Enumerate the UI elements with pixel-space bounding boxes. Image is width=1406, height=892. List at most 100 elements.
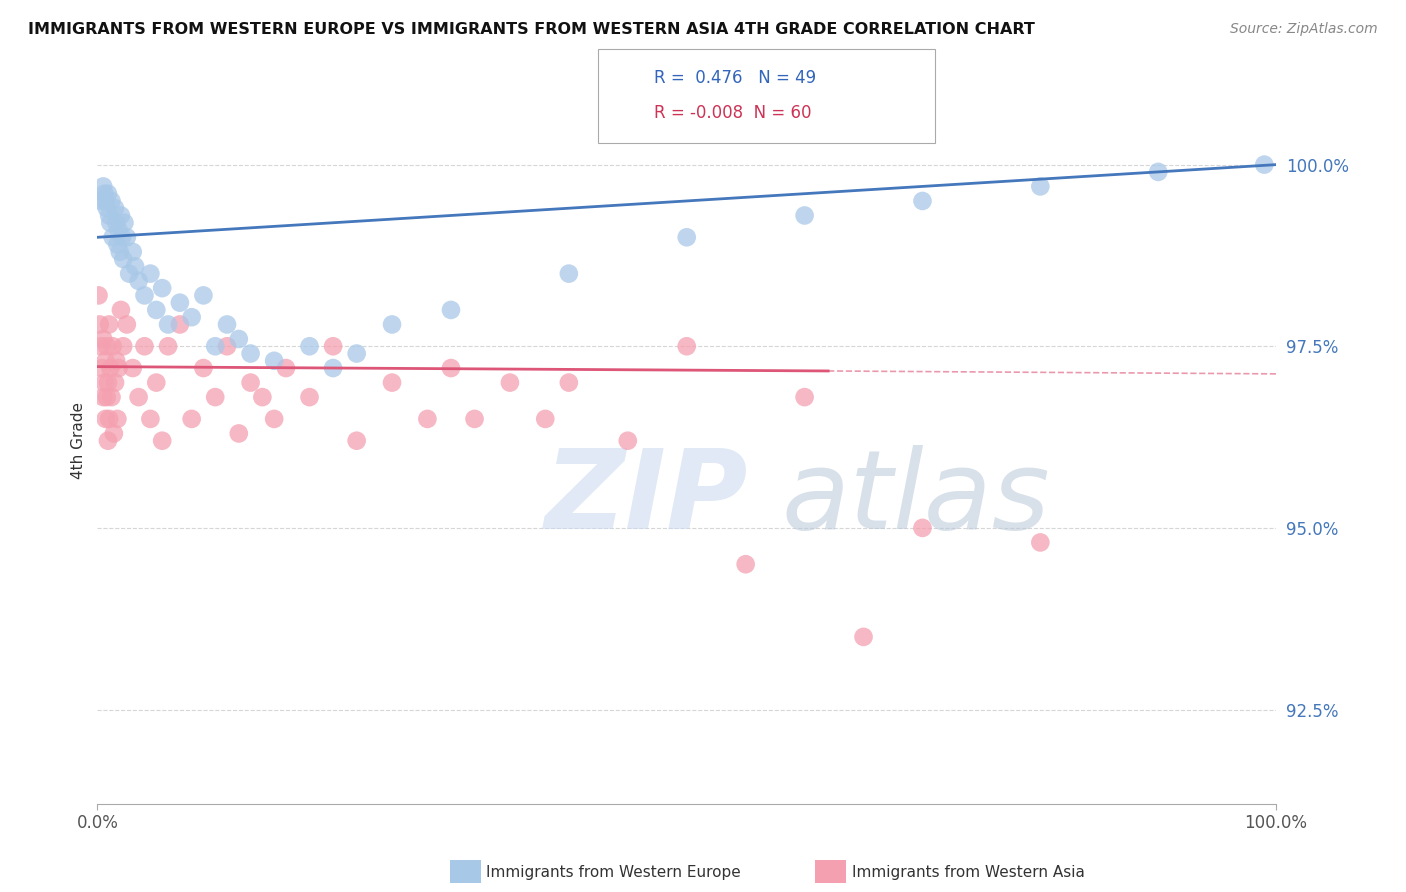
Point	[94, 353, 117, 368]
Point	[169, 295, 191, 310]
Point	[101, 339, 124, 353]
Text: Source: ZipAtlas.com: Source: ZipAtlas.com	[1230, 22, 1378, 37]
Point	[793, 390, 815, 404]
Point	[215, 318, 238, 332]
Point	[115, 230, 138, 244]
Point	[98, 318, 121, 332]
Point	[121, 244, 143, 259]
Text: IMMIGRANTS FROM WESTERN EUROPE VS IMMIGRANTS FROM WESTERN ASIA 4TH GRADE CORRELA: IMMIGRANTS FROM WESTERN EUROPE VS IMMIGR…	[28, 22, 1035, 37]
Point	[346, 346, 368, 360]
Point	[112, 252, 135, 266]
Text: R = -0.008  N = 60: R = -0.008 N = 60	[654, 104, 811, 122]
Point	[675, 339, 697, 353]
Point	[103, 426, 125, 441]
Point	[89, 318, 111, 332]
Point	[675, 230, 697, 244]
Point	[105, 216, 128, 230]
Point	[104, 201, 127, 215]
Point	[1147, 165, 1170, 179]
Point	[87, 288, 110, 302]
Point	[108, 244, 131, 259]
Point	[90, 339, 112, 353]
Point	[91, 361, 114, 376]
Point	[97, 376, 120, 390]
Point	[381, 318, 404, 332]
Point	[228, 426, 250, 441]
Point	[911, 521, 934, 535]
Point	[617, 434, 640, 448]
Text: Immigrants from Western Europe: Immigrants from Western Europe	[486, 865, 741, 880]
Point	[274, 361, 297, 376]
Point	[91, 179, 114, 194]
Text: atlas: atlas	[780, 445, 1050, 552]
Point	[381, 376, 404, 390]
Point	[110, 209, 132, 223]
Point	[298, 390, 321, 404]
Point	[558, 376, 581, 390]
Point	[96, 339, 118, 353]
Point	[105, 412, 128, 426]
Point	[180, 310, 202, 325]
Point	[91, 332, 114, 346]
Point	[558, 267, 581, 281]
Point	[134, 288, 156, 302]
Point	[322, 361, 344, 376]
Point	[215, 339, 238, 353]
Point	[114, 216, 136, 230]
Point	[101, 230, 124, 244]
Point	[98, 216, 121, 230]
Point	[734, 558, 756, 572]
Point	[90, 194, 112, 208]
Point	[1029, 535, 1052, 549]
Point	[105, 353, 128, 368]
Point	[239, 376, 262, 390]
Point	[93, 376, 115, 390]
Point	[180, 412, 202, 426]
Point	[440, 302, 463, 317]
Point	[98, 412, 121, 426]
Point	[124, 260, 146, 274]
Point	[228, 332, 250, 346]
Point	[298, 339, 321, 353]
Point	[263, 353, 285, 368]
Point	[793, 209, 815, 223]
Point	[134, 339, 156, 353]
Point	[100, 390, 122, 404]
Point	[128, 390, 150, 404]
Point	[139, 267, 162, 281]
Point	[157, 339, 180, 353]
Point	[128, 274, 150, 288]
Point	[464, 412, 486, 426]
Point	[145, 302, 167, 317]
Point	[104, 376, 127, 390]
Point	[105, 237, 128, 252]
Point	[911, 194, 934, 208]
Point	[204, 390, 226, 404]
Point	[91, 390, 114, 404]
Point	[193, 288, 215, 302]
Point	[111, 230, 134, 244]
Point	[100, 194, 122, 208]
Point	[150, 281, 173, 295]
Point	[98, 209, 121, 223]
Text: R =  0.476   N = 49: R = 0.476 N = 49	[654, 69, 815, 87]
Text: ZIP: ZIP	[546, 445, 749, 552]
Point	[1029, 179, 1052, 194]
Point	[193, 361, 215, 376]
Point	[252, 390, 274, 404]
Point	[97, 434, 120, 448]
Point	[499, 376, 522, 390]
Point	[852, 630, 875, 644]
Point	[157, 318, 180, 332]
Point	[1253, 158, 1275, 172]
Point	[150, 434, 173, 448]
Point	[94, 194, 117, 208]
Y-axis label: 4th Grade: 4th Grade	[72, 402, 86, 479]
Point	[107, 223, 129, 237]
Point	[440, 361, 463, 376]
Point	[110, 302, 132, 317]
Point	[145, 376, 167, 390]
Point	[96, 201, 118, 215]
Point	[94, 412, 117, 426]
Point	[416, 412, 439, 426]
